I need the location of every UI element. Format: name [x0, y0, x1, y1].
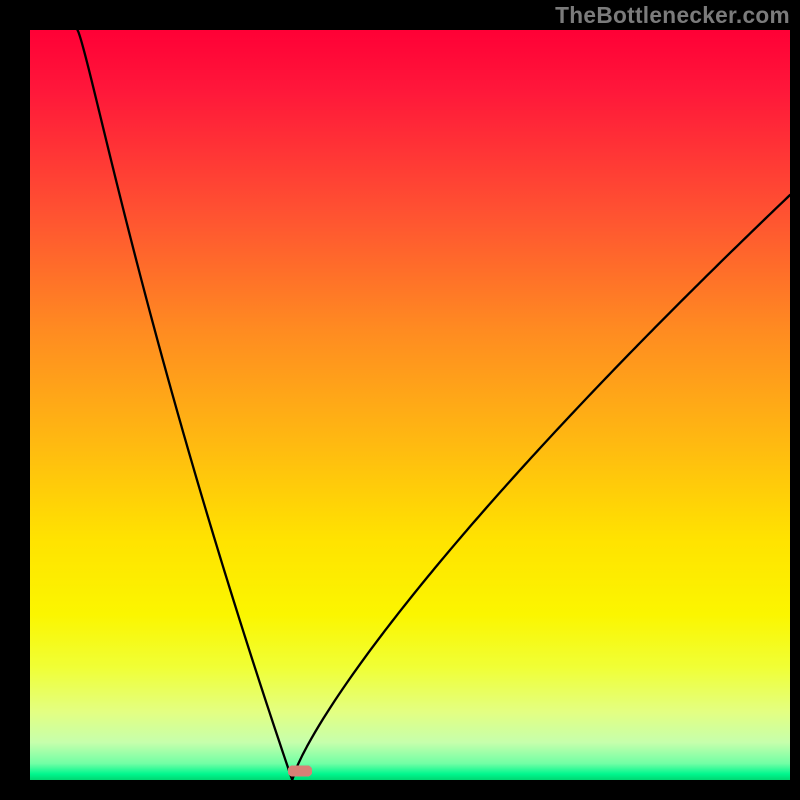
chart-svg [30, 30, 790, 780]
plot-area [30, 30, 790, 780]
marker-pill [288, 766, 312, 777]
minimum-marker [288, 766, 312, 777]
gradient-background [30, 30, 790, 780]
watermark-text: TheBottlenecker.com [555, 2, 790, 29]
